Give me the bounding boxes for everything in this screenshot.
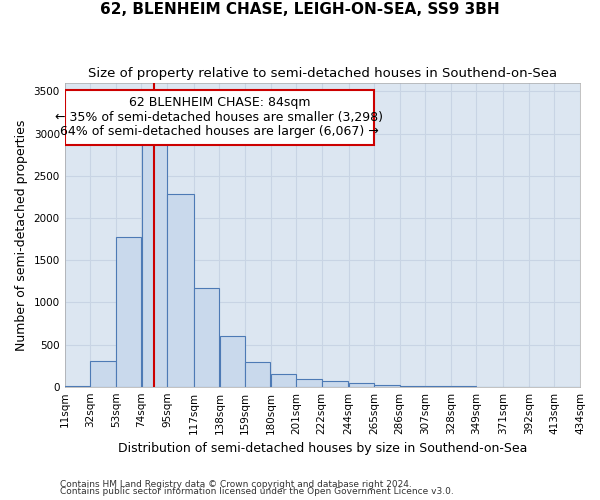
- Bar: [296, 379, 322, 386]
- Bar: [245, 362, 271, 386]
- Title: Size of property relative to semi-detached houses in Southend-on-Sea: Size of property relative to semi-detach…: [88, 68, 557, 80]
- Text: 62, BLENHEIM CHASE, LEIGH-ON-SEA, SS9 3BH: 62, BLENHEIM CHASE, LEIGH-ON-SEA, SS9 3B…: [100, 2, 500, 18]
- Bar: [167, 194, 194, 386]
- Text: ← 35% of semi-detached houses are smaller (3,298): ← 35% of semi-detached houses are smalle…: [55, 111, 383, 124]
- Text: 64% of semi-detached houses are larger (6,067) →: 64% of semi-detached houses are larger (…: [60, 125, 379, 138]
- Bar: [374, 385, 400, 386]
- Text: Contains public sector information licensed under the Open Government Licence v3: Contains public sector information licen…: [60, 488, 454, 496]
- Bar: [65, 90, 374, 146]
- Bar: [142, 142, 167, 386]
- Bar: [349, 383, 374, 386]
- Bar: [271, 374, 296, 386]
- Bar: [194, 288, 219, 386]
- Bar: [116, 238, 141, 386]
- Y-axis label: Number of semi-detached properties: Number of semi-detached properties: [15, 119, 28, 350]
- Text: Contains HM Land Registry data © Crown copyright and database right 2024.: Contains HM Land Registry data © Crown c…: [60, 480, 412, 489]
- Text: 62 BLENHEIM CHASE: 84sqm: 62 BLENHEIM CHASE: 84sqm: [128, 96, 310, 109]
- Bar: [91, 360, 116, 386]
- Bar: [220, 336, 245, 386]
- X-axis label: Distribution of semi-detached houses by size in Southend-on-Sea: Distribution of semi-detached houses by …: [118, 442, 527, 455]
- Bar: [322, 381, 349, 386]
